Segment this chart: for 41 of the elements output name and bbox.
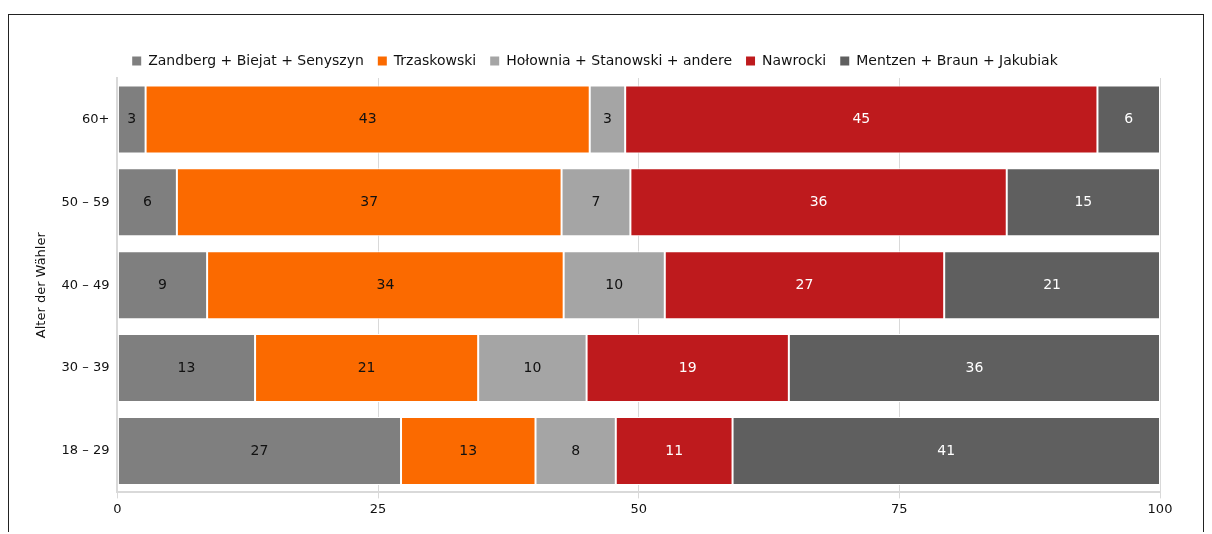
- data-label: 13: [459, 441, 478, 458]
- x-tick-label: 50: [630, 500, 647, 516]
- x-tick-label: 0: [113, 500, 122, 516]
- data-label: 3: [127, 110, 137, 127]
- data-label: 43: [358, 110, 377, 127]
- data-label: 45: [852, 110, 871, 127]
- data-label: 41: [937, 441, 956, 458]
- x-tick-label: 100: [1147, 500, 1173, 516]
- data-label: 21: [1043, 275, 1062, 292]
- data-label: 36: [965, 358, 984, 375]
- legend-label: Mentzen + Braun + Jakubiak: [856, 51, 1059, 68]
- data-label: 3: [602, 110, 612, 127]
- data-label: 7: [591, 192, 601, 209]
- data-label: 11: [665, 441, 684, 458]
- y-tick-label: 50 – 59: [61, 193, 110, 209]
- data-label: 10: [605, 275, 624, 292]
- y-tick-label: 40 – 49: [61, 276, 110, 292]
- data-label: 27: [250, 441, 269, 458]
- data-label: 27: [795, 275, 814, 292]
- data-label: 19: [678, 358, 697, 375]
- y-tick-label: 60+: [82, 110, 110, 126]
- legend-label: Hołownia + Stanowski + andere: [506, 51, 733, 68]
- legend-label: Nawrocki: [762, 51, 827, 68]
- data-label: 15: [1074, 192, 1093, 209]
- y-tick-label: 18 – 29: [61, 442, 110, 458]
- legend-label: Trzaskowski: [392, 51, 477, 68]
- x-tick-label: 75: [891, 500, 908, 516]
- data-label: 13: [177, 358, 196, 375]
- legend-label: Zandberg + Biejat + Senyszyn: [148, 51, 364, 68]
- y-tick-label: 30 – 39: [61, 359, 110, 375]
- data-label: 6: [1124, 110, 1134, 127]
- data-label: 8: [571, 441, 581, 458]
- data-label: 21: [357, 358, 376, 375]
- data-label: 10: [523, 358, 542, 375]
- x-tick-label: 25: [369, 500, 387, 516]
- data-label: 6: [142, 192, 152, 209]
- data-label: 37: [360, 192, 379, 209]
- data-label: 34: [376, 275, 395, 292]
- data-label: 9: [158, 275, 167, 292]
- data-label: 36: [809, 192, 828, 209]
- y-axis-title: Alter der Wähler: [33, 231, 49, 339]
